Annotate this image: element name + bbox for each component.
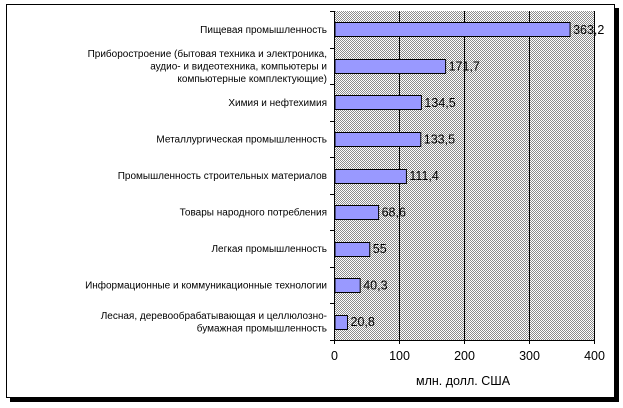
bar (334, 242, 371, 257)
bar-value-label: 171,7 (449, 59, 480, 73)
bar-value-label: 133,5 (424, 132, 455, 146)
bar (334, 95, 422, 110)
bar (334, 205, 380, 220)
category-label: Химия и нефтехимия (228, 97, 327, 109)
x-tick-label: 0 (331, 349, 338, 363)
bar-value-label: 40,3 (363, 279, 387, 293)
x-tick-label: 300 (519, 349, 540, 363)
bar (334, 169, 407, 184)
bar-value-label: 111,4 (409, 169, 438, 183)
bar (334, 22, 571, 37)
category-label: Информационные и коммуникационные технол… (85, 280, 327, 292)
category-label: Промышленность строительных материалов (118, 171, 327, 182)
x-tick-label: 400 (584, 349, 605, 363)
bar (334, 278, 361, 293)
x-tick-label: 200 (454, 349, 475, 363)
x-tick-label: 100 (389, 349, 410, 363)
bar-value-label: 134,5 (424, 96, 455, 110)
bar (334, 59, 447, 74)
bar (334, 315, 349, 330)
figure-shadow-bottom (10, 398, 618, 402)
figure-shadow-right (615, 8, 619, 402)
category-label: Пищевая промышленность (200, 25, 327, 36)
bar-value-label: 55 (373, 242, 387, 256)
bar-value-label: 68,6 (382, 206, 406, 220)
category-label: аудио- и видеотехника, компьютеры и (150, 61, 327, 72)
category-label: Легкая промышленность (211, 244, 327, 255)
category-label: Лесная, деревообрабатывающая и целлюлозн… (101, 310, 327, 322)
bar-value-label: 363,2 (573, 23, 604, 37)
category-label: Металлургическая промышленность (156, 134, 327, 145)
category-label: компьютерные комплектующие) (177, 74, 327, 85)
bar-value-label: 20,8 (351, 315, 375, 329)
category-label: Приборостроение (бытовая техника и элект… (88, 48, 327, 60)
category-label: бумажная промышленность (197, 322, 327, 334)
bar (334, 132, 422, 147)
x-axis-title: млн. долл. США (416, 374, 511, 388)
category-label: Товары народного потребления (180, 207, 327, 219)
